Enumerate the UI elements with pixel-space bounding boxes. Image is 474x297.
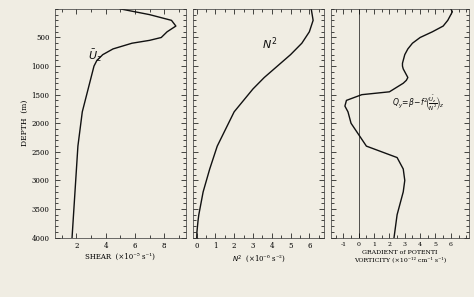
Text: $Q_y\!=\!\beta\!-\!f^2\!\left(\!\frac{\bar{U}_z}{N^2}\!\right)_{\!z}$: $Q_y\!=\!\beta\!-\!f^2\!\left(\!\frac{\b…	[392, 94, 445, 113]
X-axis label: $N^2$  (×10⁻⁶ s⁻²): $N^2$ (×10⁻⁶ s⁻²)	[232, 253, 286, 265]
Text: $\bar{U}_z$: $\bar{U}_z$	[88, 48, 102, 64]
Y-axis label: DEPTH  (m): DEPTH (m)	[21, 100, 29, 146]
Text: $N^2$: $N^2$	[262, 36, 278, 52]
X-axis label: SHEAR  (×10⁻⁵ s⁻¹): SHEAR (×10⁻⁵ s⁻¹)	[85, 253, 155, 261]
X-axis label: GRADIENT of POTENTI
VORTICITY (×10⁻¹² cm⁻¹ s⁻¹): GRADIENT of POTENTI VORTICITY (×10⁻¹² cm…	[354, 250, 447, 262]
